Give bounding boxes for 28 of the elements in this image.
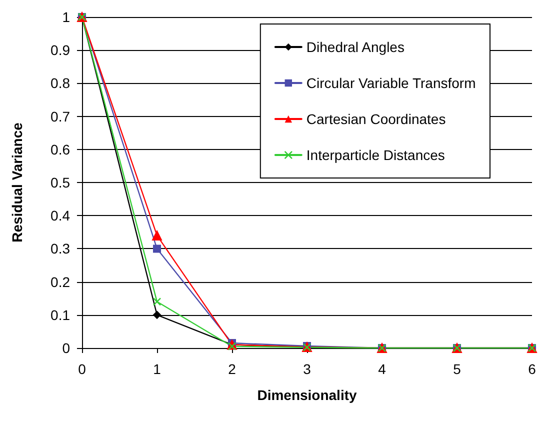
y-tick-label: 0.8	[50, 75, 70, 92]
y-tick-label: 0.7	[50, 108, 70, 124]
x-tick-label: 1	[153, 361, 162, 377]
y-tick-label: 0.3	[50, 240, 70, 257]
legend-label: Cartesian Coordinates	[306, 111, 446, 127]
y-tick-label: 0.4	[50, 208, 70, 224]
point	[152, 298, 162, 306]
x-tick-label: 4	[378, 361, 386, 377]
point	[153, 244, 161, 253]
x-tick-label: 3	[303, 361, 312, 377]
y-tick-label: 0.2	[50, 274, 70, 290]
x-tick-label: 0	[78, 361, 86, 377]
x-tick-label: 2	[228, 361, 236, 377]
y-tick-label: 0.1	[50, 306, 70, 323]
legend-label: Interparticle Distances	[306, 147, 445, 163]
point	[153, 310, 161, 319]
legend-label: Dihedral Angles	[306, 39, 404, 55]
y-tick-label: 0.5	[50, 174, 70, 190]
y-tick-label: 0.9	[50, 42, 70, 58]
y-tick-label: 0	[62, 340, 70, 356]
point	[152, 230, 162, 240]
y-tick-label: 1	[62, 9, 70, 25]
x-tick-label: 6	[528, 361, 536, 377]
y-tick-label: 0.6	[50, 141, 70, 158]
y-axis-title: Residual Variance	[9, 122, 25, 242]
x-axis-title: Dimensionality	[257, 387, 357, 403]
x-tick-label: 5	[453, 361, 462, 377]
legend-label: Circular Variable Transform	[306, 75, 476, 91]
